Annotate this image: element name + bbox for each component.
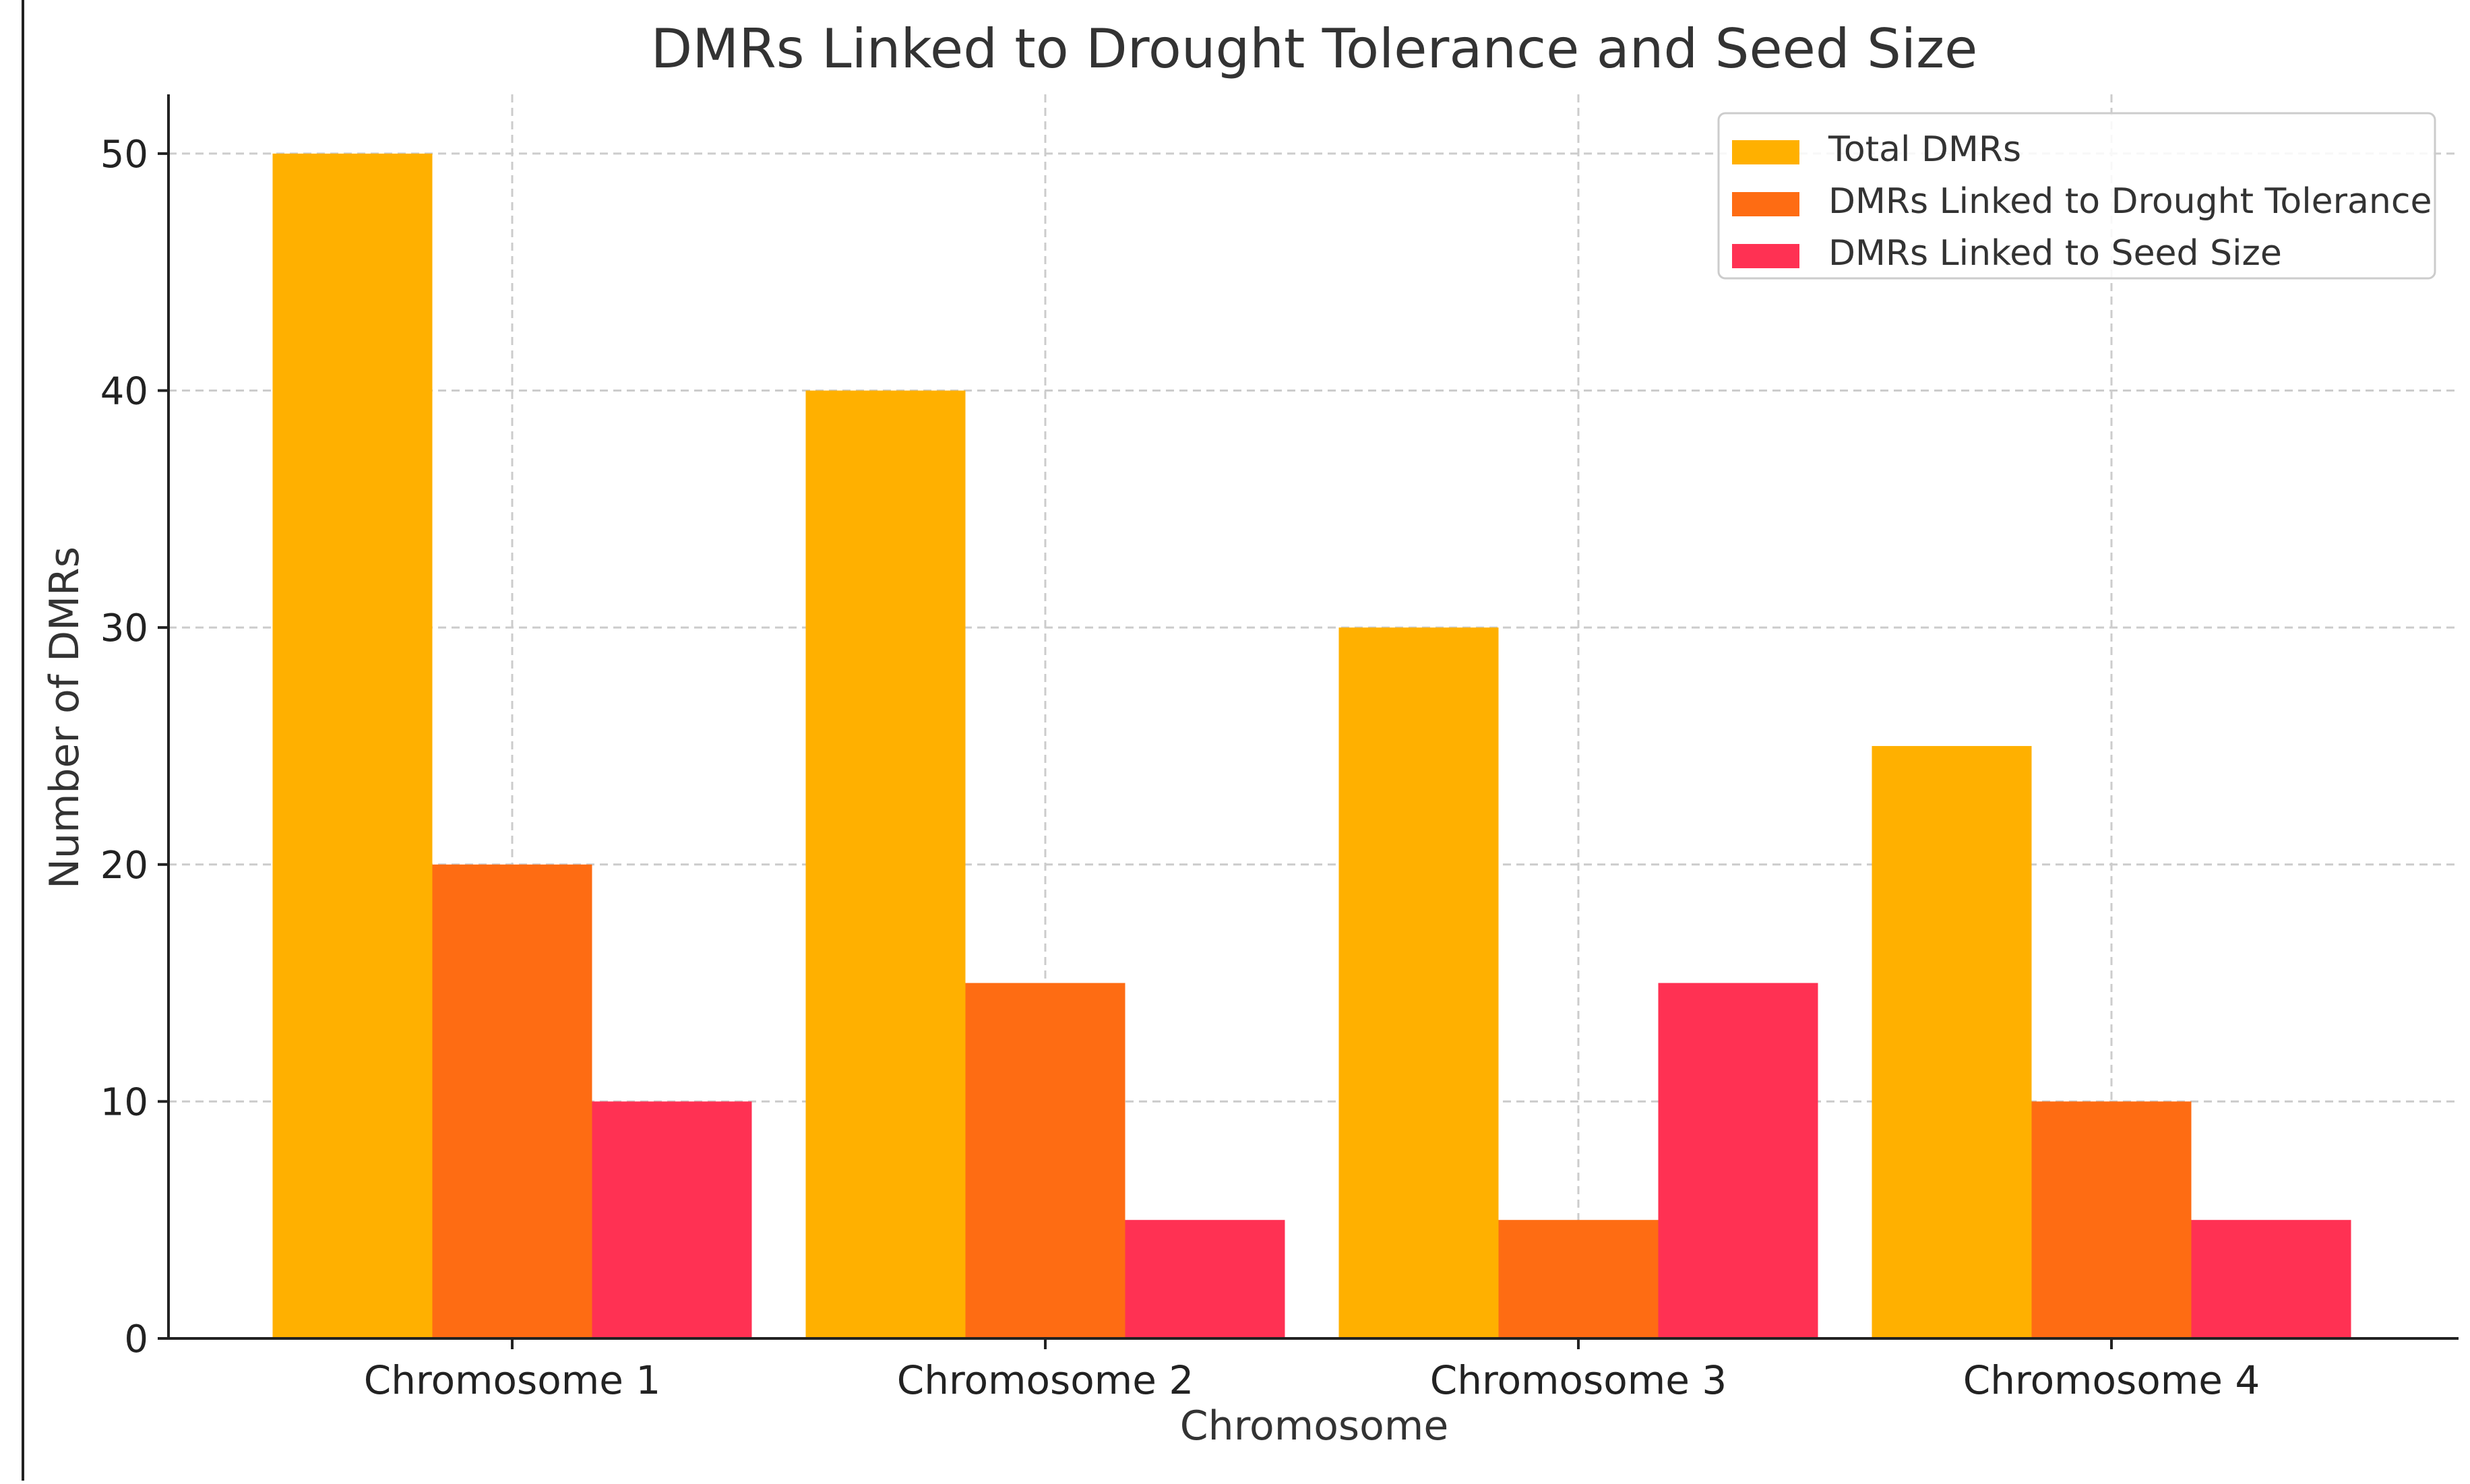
y-tick-label: 30 [100,607,148,650]
bar [1872,745,2032,1338]
legend: Total DMRs DMRs Linked to Drought Toleran… [1717,112,2436,280]
x-tick-label: Chromosome 1 [364,1357,661,1403]
bar [2031,1101,2192,1338]
legend-frame [1717,112,2436,280]
bar [1498,1220,1659,1338]
y-tick-label: 10 [100,1080,148,1124]
legend-label: DMRs Linked to Drought Tolerance [1828,181,2432,222]
bar [805,390,966,1338]
bar [2191,1220,2351,1338]
legend-swatch [1732,244,1799,268]
axes: 0 10 20 30 40 50 Chromosome 1 Chromosome 2 Chrom… [100,94,2459,1403]
y-tick-label: 50 [100,133,148,177]
x-tick-label: Chromosome 3 [1430,1357,1727,1403]
bar [1125,1220,1285,1338]
legend-label: DMRs Linked to Seed Size [1828,233,2282,274]
x-tick-label: Chromosome 4 [1963,1357,2260,1403]
x-axis-label: Chromosome [1180,1402,1448,1450]
bar [1658,983,1818,1338]
left-border-line [22,0,24,1481]
y-tick-label: 0 [124,1318,148,1361]
bar [1338,627,1499,1339]
legend-swatch [1732,140,1799,164]
y-tick-label: 40 [100,370,148,414]
bar [965,983,1125,1338]
y-axis-label: Number of DMRs [41,547,88,889]
bar [272,153,433,1338]
y-tick-label: 20 [100,844,148,888]
legend-swatch [1732,192,1799,216]
bar [592,1101,752,1338]
legend-label: Total DMRs [1828,129,2021,170]
chart-title: DMRs Linked to Drought Tolerance and See… [651,18,1978,80]
x-tick-label: Chromosome 2 [897,1357,1194,1403]
bar [432,864,592,1338]
bars [272,153,2351,1339]
